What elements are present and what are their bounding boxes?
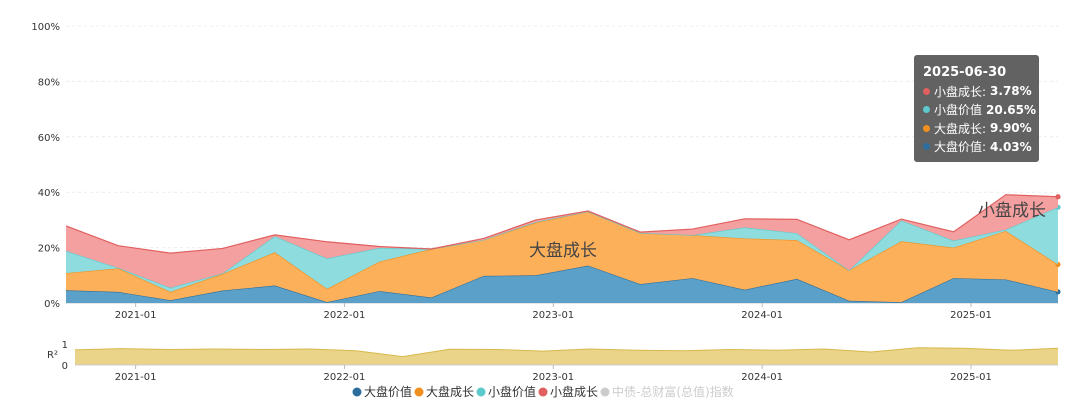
legend-item-2[interactable]: 小盘价值 <box>476 384 537 399</box>
area-series-2 <box>66 207 1058 292</box>
y-tick-label: 80% <box>38 77 60 88</box>
x-tick-label: 2025-01 <box>950 310 992 321</box>
y-tick-label: 40% <box>38 188 60 199</box>
main-x-axis-ticks: 2021-01 2022-01 2023-01 2024-01 2025-01 <box>115 303 992 321</box>
annotation-large-growth: 大盘成长 <box>529 241 597 261</box>
tooltip-date: 2025-06-30 <box>923 65 1007 80</box>
r2-x-tick-label: 2025-01 <box>950 372 992 383</box>
legend-dot <box>600 387 610 397</box>
main-y-axis-ticks: 0% 20% 40% 60% 80% 100% <box>31 22 60 310</box>
tooltip-value: 4.03% <box>990 139 1032 154</box>
legend-label: 大盘成长 <box>426 384 474 399</box>
tooltip-label: 大盘价值: <box>934 140 987 155</box>
tooltip-dot <box>923 124 930 132</box>
x-tick-label: 2024-01 <box>741 310 783 321</box>
r2-y-tick-label: 0 <box>62 361 68 372</box>
tooltip-label: 大盘成长: <box>934 121 987 136</box>
area-series-3 <box>66 194 1058 288</box>
tooltip-row: 小盘成长: 3.78% <box>923 82 1032 101</box>
chart-annotations: 大盘成长 小盘成长 <box>529 201 1046 261</box>
tooltip-row: 大盘成长: 9.90% <box>923 119 1032 138</box>
tooltip-dot <box>923 87 930 95</box>
area-series-0 <box>66 265 1058 303</box>
x-tick-label: 2022-01 <box>324 310 366 321</box>
r2-area <box>74 347 1059 366</box>
tooltip-rows: 小盘成长: 3.78% 小盘价值 20.65% 大盘成长: 9.90% 大盘价值: 4.03% <box>923 82 1036 157</box>
x-tick-label: 2021-01 <box>115 310 157 321</box>
tooltip-label: 小盘价值 <box>934 103 983 118</box>
legend-label: 中债-总财富(总值)指数 <box>612 384 734 399</box>
legend-dot <box>414 387 424 397</box>
legend-label: 小盘价值 <box>488 384 536 399</box>
legend[interactable]: 大盘价值 大盘成长 小盘价值 小盘成长 中债-总财富(总值)指数 <box>352 384 734 399</box>
main-stacked-areas <box>65 194 1061 303</box>
series-line-3 <box>65 194 1059 254</box>
r2-y-axis-ticks: 01 <box>62 340 68 372</box>
tooltip-label: 小盘成长: <box>934 84 987 99</box>
r2-panel: R² <box>47 350 58 361</box>
series-line-0 <box>65 264 1059 303</box>
r2-fill <box>75 347 1058 365</box>
tooltip-row: 小盘价值 20.65% <box>923 101 1036 120</box>
r2-line <box>74 347 1059 358</box>
r2-x-tick-label: 2021-01 <box>115 372 157 383</box>
series-endpoint-3 <box>1055 194 1061 200</box>
legend-label: 大盘价值 <box>364 384 412 399</box>
annotation-small-growth: 小盘成长 <box>978 201 1046 221</box>
legend-dot <box>538 387 548 397</box>
r2-y-tick-label: 1 <box>62 340 68 351</box>
x-tick-label: 2023-01 <box>532 310 574 321</box>
r2-x-tick-label: 2022-01 <box>324 372 366 383</box>
legend-dot <box>476 387 486 397</box>
r2-label: R² <box>47 350 58 361</box>
y-tick-label: 20% <box>38 244 60 255</box>
r2-x-axis-ticks: 2021-01 2022-01 2023-01 2024-01 2025-01 <box>115 365 992 383</box>
legend-item-4[interactable]: 中债-总财富(总值)指数 <box>600 384 734 399</box>
legend-item-3[interactable]: 小盘成长 <box>538 384 599 399</box>
tooltip-row: 大盘价值: 4.03% <box>923 138 1032 157</box>
legend-label: 小盘成长 <box>550 384 598 399</box>
y-tick-label: 0% <box>44 299 60 310</box>
tooltip-value: 3.78% <box>990 84 1032 99</box>
area-series-1 <box>66 211 1058 303</box>
r2-x-tick-label: 2023-01 <box>532 372 574 383</box>
tooltip-dot <box>923 143 930 151</box>
hover-tooltip: 2025-06-30 小盘成长: 3.78% 小盘价值 20.65% 大盘成长: 9.90… <box>914 55 1039 162</box>
legend-item-0[interactable]: 大盘价值 <box>352 384 413 399</box>
tooltip-value: 9.90% <box>990 121 1032 136</box>
tooltip-value: 20.65% <box>986 102 1036 117</box>
legend-dot <box>352 387 362 397</box>
tooltip-dot <box>923 106 930 114</box>
r2-x-tick-label: 2024-01 <box>741 372 783 383</box>
y-tick-label: 100% <box>31 22 60 33</box>
y-tick-label: 60% <box>38 133 60 144</box>
legend-item-1[interactable]: 大盘成长 <box>414 384 475 399</box>
